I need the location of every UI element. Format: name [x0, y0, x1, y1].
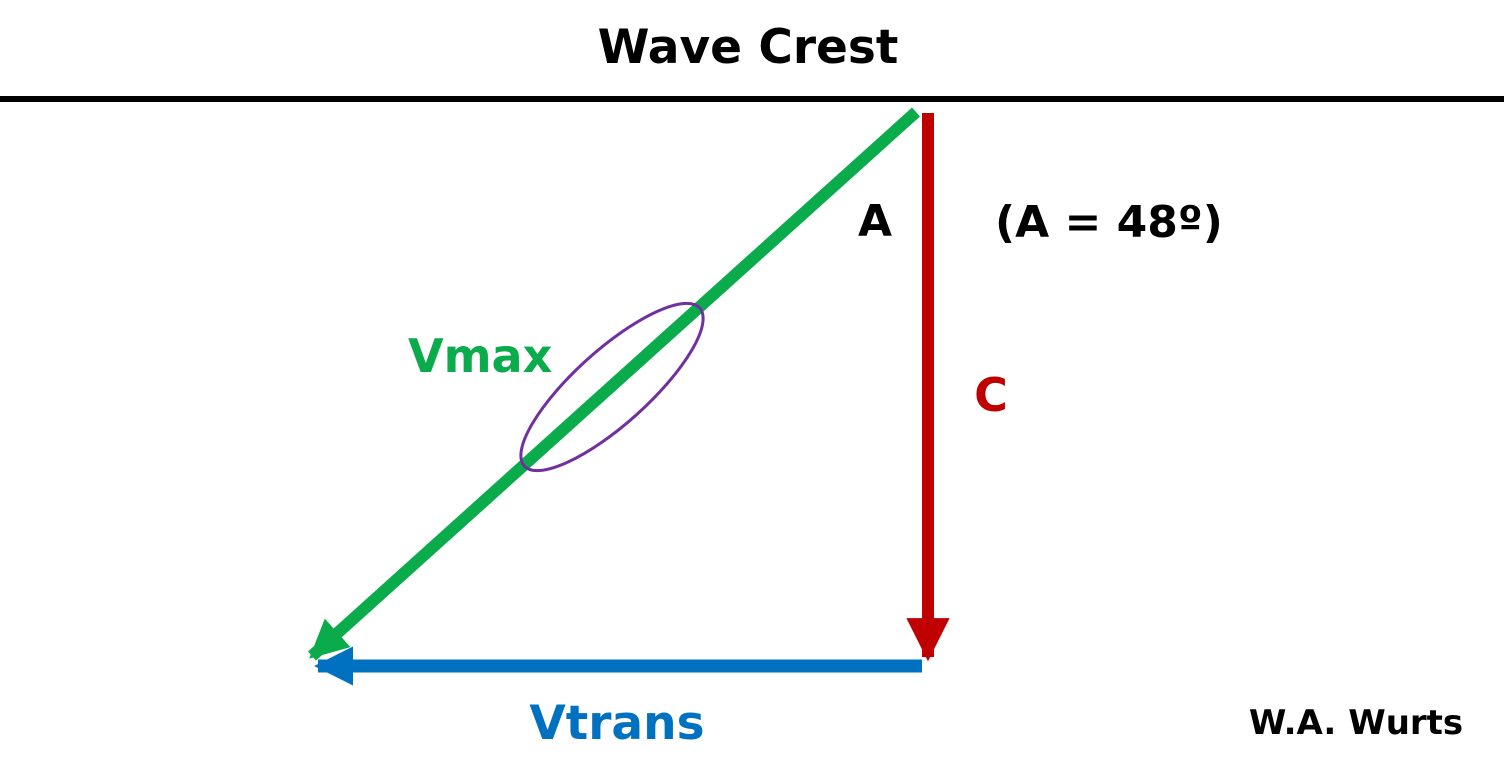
vtrans-label: Vtrans — [529, 696, 704, 751]
vmax-label: Vmax — [408, 329, 552, 383]
angle-label: A — [858, 196, 892, 247]
diagram-title: Wave Crest — [598, 20, 899, 75]
c-label: C — [974, 368, 1008, 422]
vmax-arrow — [307, 107, 921, 661]
author-credit: W.A. Wurts — [1249, 703, 1463, 743]
angle-value-note: (A = 48º) — [995, 197, 1223, 248]
highlight-ellipse — [519, 301, 705, 473]
